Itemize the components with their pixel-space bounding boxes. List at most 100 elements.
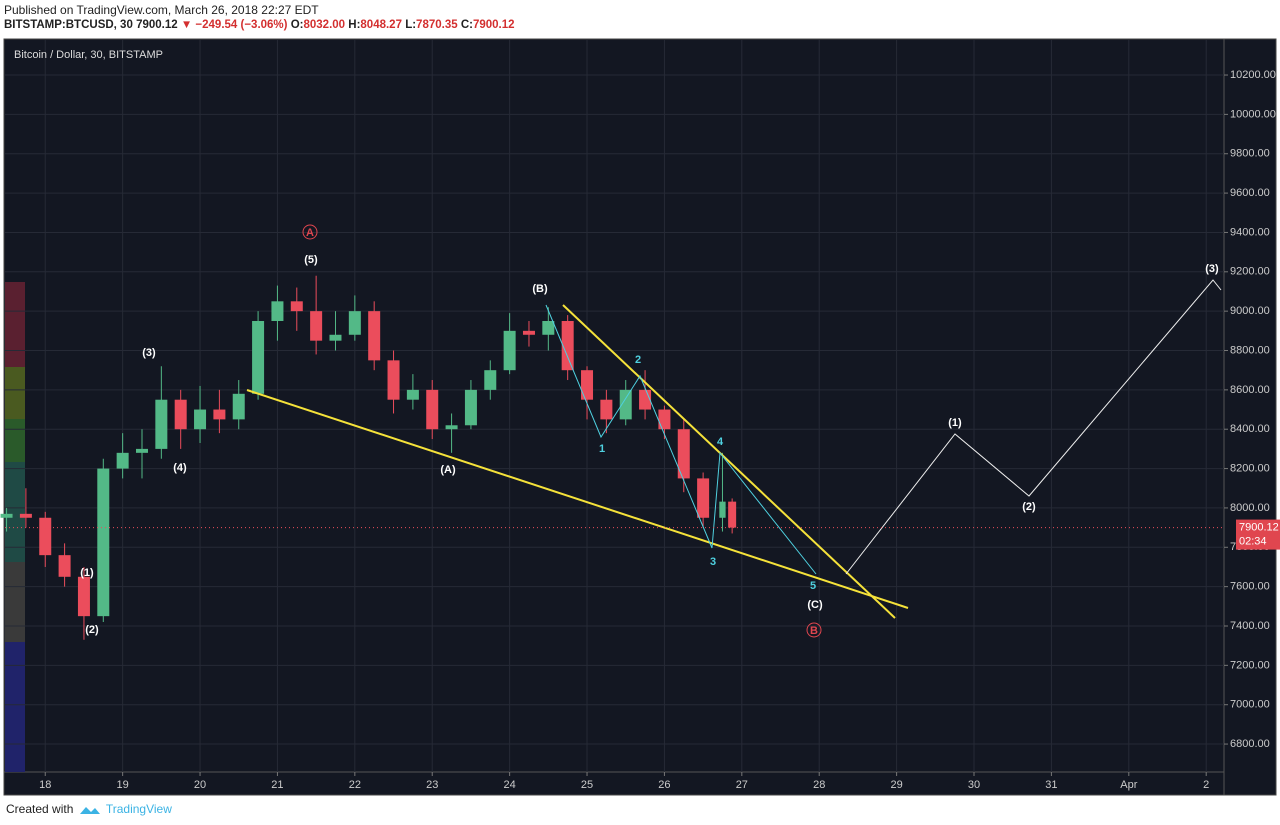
y-tick-label: 6800.00: [1230, 738, 1270, 750]
wave-label: (4): [173, 462, 187, 474]
y-tick-label: 10000.00: [1230, 108, 1276, 120]
y-tick-label: 7600.00: [1230, 581, 1270, 593]
y-tick-label: 8800.00: [1230, 344, 1270, 356]
ohlc-value: 7900.12: [472, 19, 515, 31]
x-tick-label: 18: [39, 779, 51, 791]
x-tick-label: 27: [736, 779, 748, 791]
countdown: 02:34: [1239, 535, 1267, 547]
change: ▼ −249.54 (−3.06%): [180, 19, 288, 31]
created-with: Created with: [6, 802, 74, 816]
candle-body: [639, 389, 652, 410]
candle-body: [728, 501, 737, 528]
candle-body: [658, 409, 671, 430]
candle-body: [503, 330, 516, 371]
chart-title: Bitcoin / Dollar, 30, BITSTAMP: [14, 49, 163, 61]
candle-body: [426, 389, 439, 430]
profile-bar: [5, 562, 25, 642]
wave-label: 5: [810, 580, 816, 592]
x-tick-label: 30: [968, 779, 980, 791]
profile-bar: [5, 462, 25, 562]
y-tick-label: 8200.00: [1230, 462, 1270, 474]
published: Published on TradingView.com, March 26, …: [4, 3, 319, 17]
published-line: Published on TradingView.com, March 26, …: [4, 3, 319, 17]
profile-bar: [5, 642, 25, 772]
ohlc-key: C:: [460, 19, 473, 31]
candle-body: [445, 425, 458, 430]
candle-body: [97, 468, 110, 617]
wave-label: B: [810, 625, 818, 637]
candle-body: [19, 513, 32, 518]
ohlc-value: 8048.27: [360, 19, 402, 31]
chart: (5) (3) (4) (1) (2) (A) (B) 2 1 4 3 5 (C…: [0, 38, 1280, 796]
y-tick-label: 7000.00: [1230, 699, 1270, 711]
wave-label: 2: [635, 354, 641, 366]
y-tick-label: 9200.00: [1230, 266, 1270, 278]
trend-line: [246, 389, 909, 609]
profile-bar: [5, 419, 25, 462]
x-tick-label: 19: [117, 779, 129, 791]
candle-body: [542, 320, 555, 335]
brand: TradingView: [105, 802, 172, 816]
candle-body: [194, 409, 207, 430]
wave-projection: [845, 279, 1222, 575]
candle-body: [77, 576, 90, 617]
wave-label: 1: [599, 443, 605, 455]
candle-body: [348, 311, 361, 335]
x-tick-label: 24: [504, 779, 516, 791]
candle-body: [581, 370, 594, 400]
candle-body: [600, 399, 613, 420]
x-tick-label: 31: [1045, 779, 1057, 791]
candle-body: [0, 513, 13, 518]
logo: [79, 806, 100, 814]
candle-body: [406, 389, 419, 400]
candles: [0, 275, 737, 640]
candle-body: [213, 409, 226, 420]
grid: [5, 40, 1224, 772]
profile-bar: [5, 282, 25, 367]
candle-body: [39, 517, 52, 556]
wave-label: (3): [1205, 263, 1219, 275]
candle-body: [271, 301, 284, 321]
wave-label: 3: [710, 556, 716, 568]
profile-bar: [5, 367, 25, 419]
candle-body: [719, 501, 726, 518]
wave-label: (B): [532, 283, 548, 295]
wave-count: [545, 304, 817, 575]
wave-label: (C): [807, 599, 823, 611]
x-tick-label: 28: [813, 779, 825, 791]
candle-body: [387, 360, 400, 400]
candle-body: [368, 311, 381, 361]
x-tick-label: 22: [349, 779, 361, 791]
ohlc-value: 7870.35: [416, 19, 458, 31]
wave-label: (2): [1022, 501, 1036, 513]
circle-marker: [302, 224, 318, 240]
candle-body: [329, 334, 342, 341]
candle-body: [290, 301, 303, 312]
wave-label: A: [306, 227, 314, 239]
wave-label: (3): [142, 347, 156, 359]
candle-body: [58, 555, 71, 577]
drawings: [246, 224, 1222, 638]
ohlc-key: H:: [348, 19, 361, 31]
wave-label: (1): [948, 417, 962, 429]
price: 7900.12: [136, 19, 178, 31]
x-tick-label: Apr: [1120, 779, 1137, 791]
ohlc-key: L:: [405, 19, 417, 31]
ohlc-value: 8032.00: [303, 19, 346, 31]
candle-body: [484, 370, 497, 390]
candle-body: [464, 389, 477, 426]
y-tick-label: 10200.00: [1230, 69, 1276, 81]
candle-body: [135, 448, 148, 453]
wave-label: (A): [440, 464, 456, 476]
y-tick-label: 8400.00: [1230, 423, 1270, 435]
x-tick-label: 29: [890, 779, 902, 791]
x-tick-label: 21: [271, 779, 283, 791]
candle-body: [116, 452, 129, 469]
symbol: BITSTAMP:BTCUSD, 30: [4, 19, 133, 31]
circle-marker: [806, 622, 822, 638]
y-tick-label: 8600.00: [1230, 384, 1270, 396]
volume-profile: [5, 282, 25, 772]
trend-line: [562, 304, 896, 619]
x-tick-label: 20: [194, 779, 206, 791]
